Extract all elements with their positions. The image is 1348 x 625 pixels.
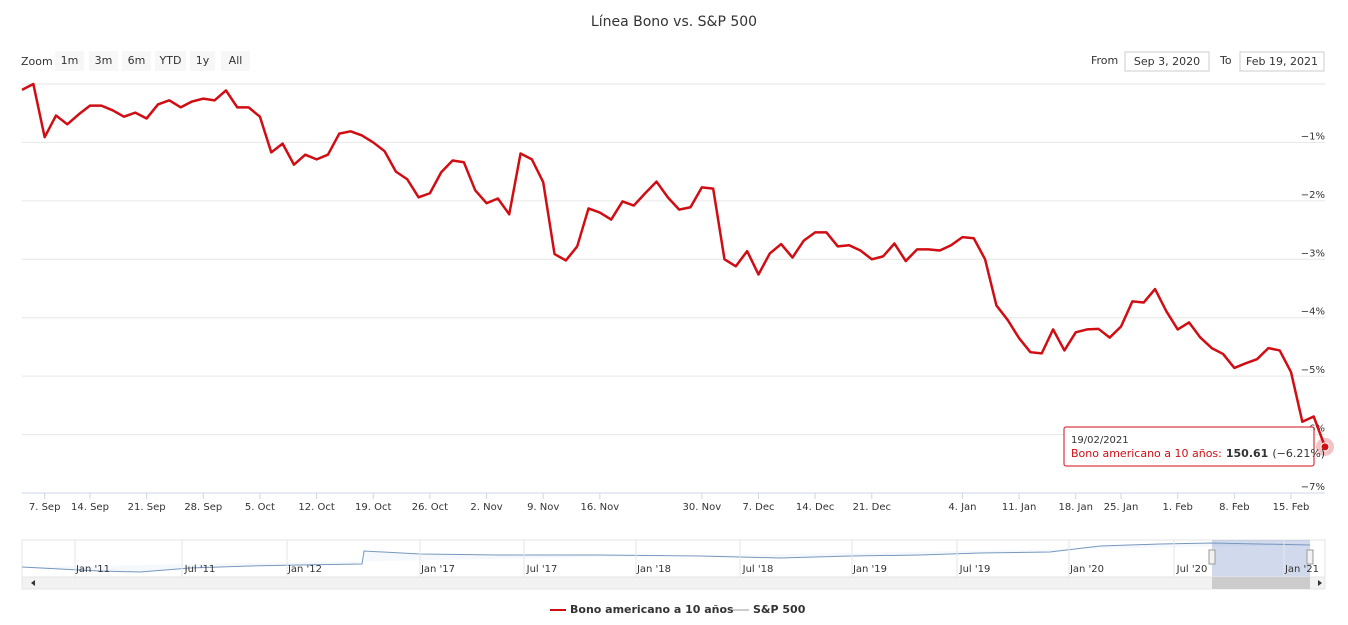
x-tick-label: 1. Feb <box>1162 502 1192 513</box>
chart-title: Línea Bono vs. S&P 500 <box>591 14 757 30</box>
navigator-label: Jan '11 <box>75 564 110 575</box>
x-tick-label: 26. Oct <box>412 502 448 513</box>
zoom-button[interactable] <box>155 51 186 71</box>
x-tick-label: 11. Jan <box>1002 502 1037 513</box>
navigator: Jan '11 Jul '11 Jan '12 Jan '17 Jul '17 Jan '… <box>21 539 1326 590</box>
x-tick-label: 18. Jan <box>1058 502 1093 513</box>
x-tick-label: 4. Jan <box>948 502 976 513</box>
scrollbar-thumb[interactable] <box>1212 577 1310 589</box>
x-tick-label: 12. Oct <box>298 502 334 513</box>
from-input[interactable] <box>1124 51 1210 72</box>
zoom-button-label[interactable]: 6m <box>128 54 146 67</box>
y-tick-label: −2% <box>1301 190 1325 201</box>
zoom-button-label[interactable]: YTD <box>159 54 182 67</box>
zoom-button-label[interactable]: 3m <box>95 54 113 67</box>
zoom-button[interactable] <box>122 51 151 71</box>
x-tick-label: 5. Oct <box>245 502 275 513</box>
navigator-label: Jul '17 <box>526 564 558 575</box>
x-tick-label: 15. Feb <box>1273 502 1310 513</box>
legend-label[interactable]: S&P 500 <box>753 603 806 616</box>
tooltip-series: Bono americano a 10 años: <box>1071 447 1222 460</box>
zoom-label: Zoom <box>21 55 53 68</box>
zoom-button-label[interactable]: 1m <box>61 54 79 67</box>
x-tick-label: 14. Dec <box>796 502 834 513</box>
hover-marker <box>1320 442 1330 452</box>
x-tick-label: 7. Sep <box>29 502 61 513</box>
zoom-button-label[interactable]: 1y <box>196 54 210 67</box>
to-label: To <box>1219 54 1232 67</box>
x-tick-label: 7. Dec <box>742 502 774 513</box>
navigator-label: Jan '20 <box>1069 564 1104 575</box>
navigator-handle[interactable] <box>1208 549 1216 565</box>
from-label: From <box>1091 54 1118 67</box>
navigator-label: Jan '17 <box>420 564 455 575</box>
navigator-label: Jul '11 <box>184 564 216 575</box>
x-tick-label: 9. Nov <box>527 502 559 513</box>
zoom-button[interactable] <box>55 51 84 71</box>
scrollbar-track[interactable] <box>21 576 1326 590</box>
zoom-button-label[interactable]: All <box>229 54 243 67</box>
x-tick-label: 28. Sep <box>184 502 222 513</box>
legend-label[interactable]: Bono americano a 10 años <box>570 603 734 616</box>
y-tick-label: −7% <box>1301 482 1325 493</box>
navigator-label: Jul '18 <box>742 564 774 575</box>
y-tick-label: −4% <box>1301 307 1325 318</box>
to-input[interactable] <box>1239 51 1325 72</box>
zoom-button[interactable] <box>190 51 215 71</box>
tooltip-date: 19/02/2021 <box>1071 435 1129 446</box>
zoom-button[interactable] <box>221 51 250 71</box>
y-tick-label: −5% <box>1301 365 1325 376</box>
tooltip-value: 150.61 <box>1226 447 1268 460</box>
navigator-label: Jan '19 <box>852 564 887 575</box>
x-tick-label: 30. Nov <box>683 502 722 513</box>
x-tick-label: 14. Sep <box>71 502 109 513</box>
navigator-line <box>21 542 1311 573</box>
y-tick-label: −3% <box>1301 248 1325 259</box>
navigator-mask[interactable] <box>1212 540 1310 577</box>
x-tick-label: 21. Sep <box>128 502 166 513</box>
navigator-label: Jan '12 <box>287 564 322 575</box>
zoom-button[interactable] <box>89 51 118 71</box>
navigator-label: Jan '18 <box>636 564 671 575</box>
x-tick-label: 16. Nov <box>581 502 620 513</box>
tooltip-text: Bono americano a 10 años: 150.61 (−6.21%) <box>1071 447 1325 460</box>
navigator-label: Jul '20 <box>1176 564 1208 575</box>
x-tick-label: 21. Dec <box>853 502 891 513</box>
x-tick-label: 8. Feb <box>1219 502 1249 513</box>
tooltip-change: (−6.21%) <box>1272 447 1325 460</box>
from-value[interactable]: Sep 3, 2020 <box>1134 55 1200 68</box>
x-tick-label: 25. Jan <box>1104 502 1139 513</box>
navigator-label: Jul '19 <box>959 564 991 575</box>
x-tick-label: 2. Nov <box>470 502 502 513</box>
x-tick-label: 19. Oct <box>355 502 391 513</box>
to-value[interactable]: Feb 19, 2021 <box>1246 55 1318 68</box>
navigator-label: Jan '21 <box>1284 564 1319 575</box>
series-line <box>21 82 1327 448</box>
y-tick-label: −1% <box>1301 131 1325 142</box>
tooltip-box <box>1063 426 1315 467</box>
navigator-handle[interactable] <box>1306 549 1314 565</box>
